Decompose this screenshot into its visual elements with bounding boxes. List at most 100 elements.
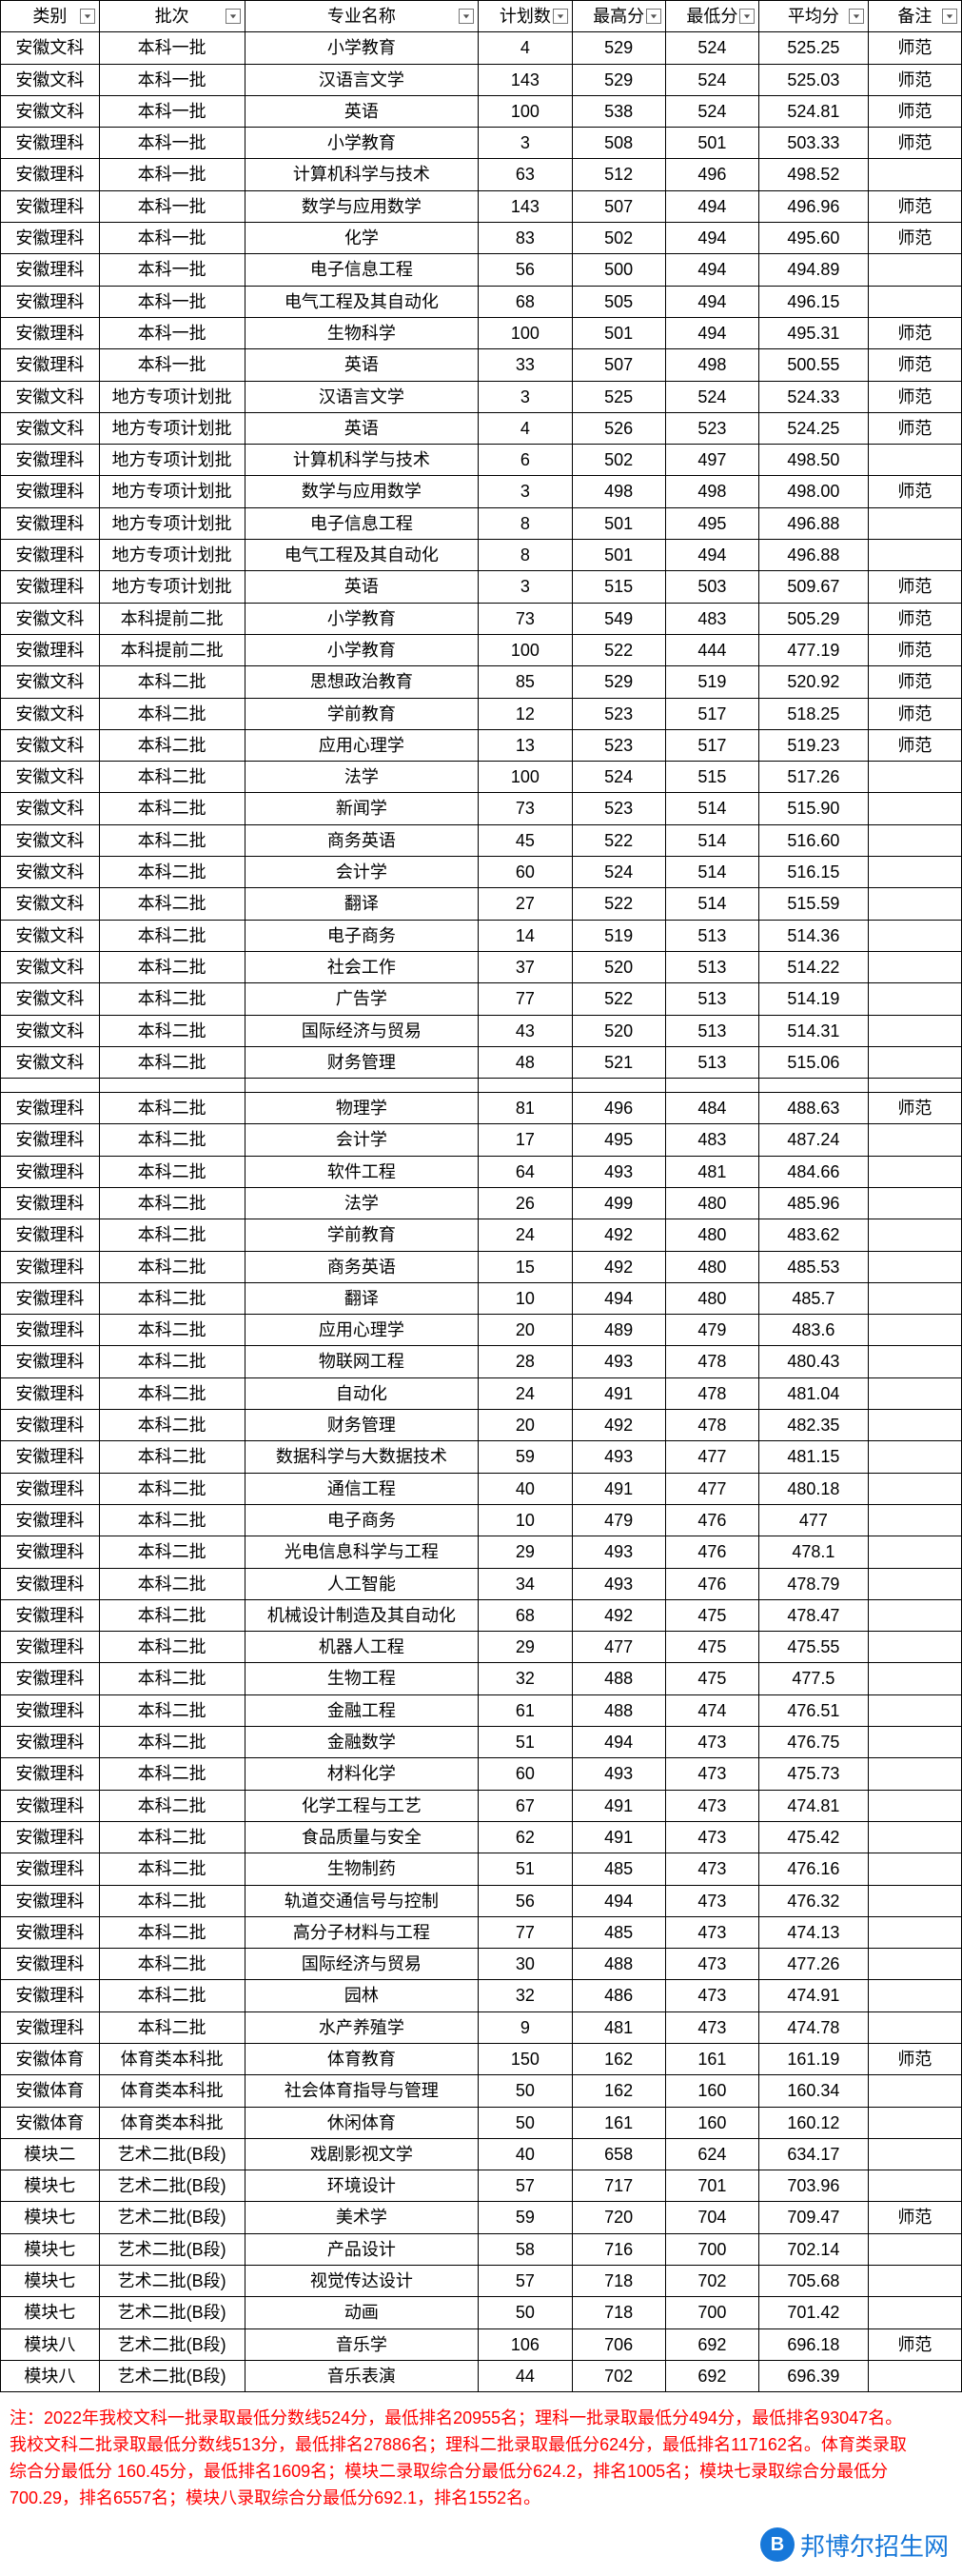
table-cell: 生物工程 bbox=[245, 1663, 479, 1694]
column-header-label: 备注 bbox=[897, 7, 932, 26]
table-cell: 57 bbox=[479, 2266, 572, 2297]
column-header[interactable]: 平均分 bbox=[759, 1, 869, 32]
footnote-line: 我校文科二批录取最低分数线513分，最低排名27886名；理科二批录取最低分62… bbox=[10, 2432, 952, 2459]
table-cell: 4 bbox=[479, 412, 572, 444]
table-cell: 529 bbox=[572, 64, 665, 95]
filter-arrow-icon[interactable] bbox=[646, 9, 661, 24]
table-cell: 本科一批 bbox=[99, 349, 245, 381]
table-cell: 497 bbox=[665, 445, 758, 476]
table-cell: 491 bbox=[572, 1473, 665, 1504]
table-cell: 498 bbox=[665, 349, 758, 381]
table-cell: 本科二批 bbox=[99, 1124, 245, 1156]
table-row: 安徽文科本科二批商务英语45522514516.60 bbox=[1, 824, 962, 856]
table-cell: 小学教育 bbox=[245, 603, 479, 634]
table-cell: 480 bbox=[665, 1251, 758, 1282]
table-cell bbox=[868, 824, 961, 856]
table-row: 安徽理科本科二批商务英语15492480485.53 bbox=[1, 1251, 962, 1282]
column-header[interactable]: 专业名称 bbox=[245, 1, 479, 32]
table-cell: 产品设计 bbox=[245, 2233, 479, 2265]
table-cell: 本科二批 bbox=[99, 1015, 245, 1046]
table-cell: 艺术二批(B段) bbox=[99, 2328, 245, 2360]
table-cell: 本科二批 bbox=[99, 951, 245, 982]
table-cell: 师范 bbox=[868, 1093, 961, 1124]
table-cell bbox=[868, 1916, 961, 1948]
table-cell: 160.12 bbox=[759, 2107, 869, 2138]
table-cell: 小学教育 bbox=[245, 634, 479, 665]
footnote: 注：2022年我校文科一批录取最低分数线524分，最低排名20955名；理科一批… bbox=[0, 2392, 962, 2522]
table-row: 安徽文科本科二批财务管理48521513515.06 bbox=[1, 1046, 962, 1078]
filter-arrow-icon[interactable] bbox=[80, 9, 95, 24]
table-cell bbox=[868, 1949, 961, 1980]
table-row: 安徽理科本科二批电子商务10479476477 bbox=[1, 1504, 962, 1536]
table-cell: 艺术二批(B段) bbox=[99, 2297, 245, 2328]
table-cell: 安徽理科 bbox=[1, 1093, 100, 1124]
table-cell: 161 bbox=[665, 2044, 758, 2075]
filter-arrow-icon[interactable] bbox=[942, 9, 957, 24]
column-header[interactable]: 计划数 bbox=[479, 1, 572, 32]
table-cell: 44 bbox=[479, 2360, 572, 2391]
filter-arrow-icon[interactable] bbox=[553, 9, 568, 24]
table-cell: 520 bbox=[572, 951, 665, 982]
table-cell: 小学教育 bbox=[245, 128, 479, 159]
table-cell: 安徽理科 bbox=[1, 159, 100, 190]
table-cell: 本科二批 bbox=[99, 1885, 245, 1916]
table-cell: 本科二批 bbox=[99, 762, 245, 793]
table-cell: 安徽理科 bbox=[1, 1282, 100, 1314]
table-cell: 本科二批 bbox=[99, 1916, 245, 1948]
table-cell: 83 bbox=[479, 223, 572, 254]
table-cell: 507 bbox=[572, 190, 665, 222]
table-cell: 戏剧影视文学 bbox=[245, 2138, 479, 2170]
table-cell: 师范 bbox=[868, 381, 961, 412]
table-cell: 493 bbox=[572, 1156, 665, 1187]
table-cell: 489 bbox=[572, 1315, 665, 1346]
table-cell: 40 bbox=[479, 1473, 572, 1504]
table-cell: 本科一批 bbox=[99, 32, 245, 64]
table-cell: 515 bbox=[572, 571, 665, 603]
table-cell: 安徽文科 bbox=[1, 1015, 100, 1046]
spacer-cell bbox=[245, 1079, 479, 1093]
table-cell: 本科二批 bbox=[99, 1377, 245, 1409]
table-cell: 514.19 bbox=[759, 983, 869, 1015]
table-row: 安徽理科本科二批轨道交通信号与控制56494473476.32 bbox=[1, 1885, 962, 1916]
column-header[interactable]: 类别 bbox=[1, 1, 100, 32]
column-header[interactable]: 最高分 bbox=[572, 1, 665, 32]
table-cell: 本科二批 bbox=[99, 1758, 245, 1790]
table-cell: 702 bbox=[665, 2266, 758, 2297]
table-cell: 本科一批 bbox=[99, 190, 245, 222]
table-cell: 477 bbox=[572, 1632, 665, 1663]
table-cell: 本科二批 bbox=[99, 1568, 245, 1599]
table-cell: 495 bbox=[665, 507, 758, 539]
column-header[interactable]: 备注 bbox=[868, 1, 961, 32]
footnote-line: 综合分最低分 160.45分，最低排名1609名；模块二录取综合分最低分624.… bbox=[10, 2459, 952, 2486]
table-cell: 63 bbox=[479, 159, 572, 190]
table-cell: 小学教育 bbox=[245, 32, 479, 64]
table-cell bbox=[868, 2266, 961, 2297]
table-cell: 529 bbox=[572, 666, 665, 698]
table-cell: 社会工作 bbox=[245, 951, 479, 982]
brand-badge-icon: B bbox=[760, 2527, 795, 2562]
table-cell: 安徽理科 bbox=[1, 2011, 100, 2043]
column-header[interactable]: 批次 bbox=[99, 1, 245, 32]
filter-arrow-icon[interactable] bbox=[739, 9, 755, 24]
table-row: 安徽理科本科二批财务管理20492478482.35 bbox=[1, 1410, 962, 1441]
column-header[interactable]: 最低分 bbox=[665, 1, 758, 32]
table-cell: 安徽文科 bbox=[1, 793, 100, 824]
table-row: 安徽理科本科二批机械设计制造及其自动化68492475478.47 bbox=[1, 1599, 962, 1631]
table-row: 模块二艺术二批(B段)戏剧影视文学40658624634.17 bbox=[1, 2138, 962, 2170]
table-cell: 502 bbox=[572, 223, 665, 254]
filter-arrow-icon[interactable] bbox=[849, 9, 864, 24]
table-cell: 本科二批 bbox=[99, 920, 245, 951]
table-cell: 160.34 bbox=[759, 2075, 869, 2107]
table-cell: 汉语言文学 bbox=[245, 64, 479, 95]
table-cell: 安徽理科 bbox=[1, 1949, 100, 1980]
filter-arrow-icon[interactable] bbox=[226, 9, 241, 24]
filter-arrow-icon[interactable] bbox=[459, 9, 474, 24]
table-cell: 本科二批 bbox=[99, 1632, 245, 1663]
table-cell: 494.89 bbox=[759, 254, 869, 286]
table-cell: 安徽文科 bbox=[1, 666, 100, 698]
table-cell: 34 bbox=[479, 1568, 572, 1599]
table-cell: 517 bbox=[665, 729, 758, 761]
table-cell: 安徽理科 bbox=[1, 1124, 100, 1156]
table-cell: 本科二批 bbox=[99, 1663, 245, 1694]
table-cell: 68 bbox=[479, 286, 572, 317]
